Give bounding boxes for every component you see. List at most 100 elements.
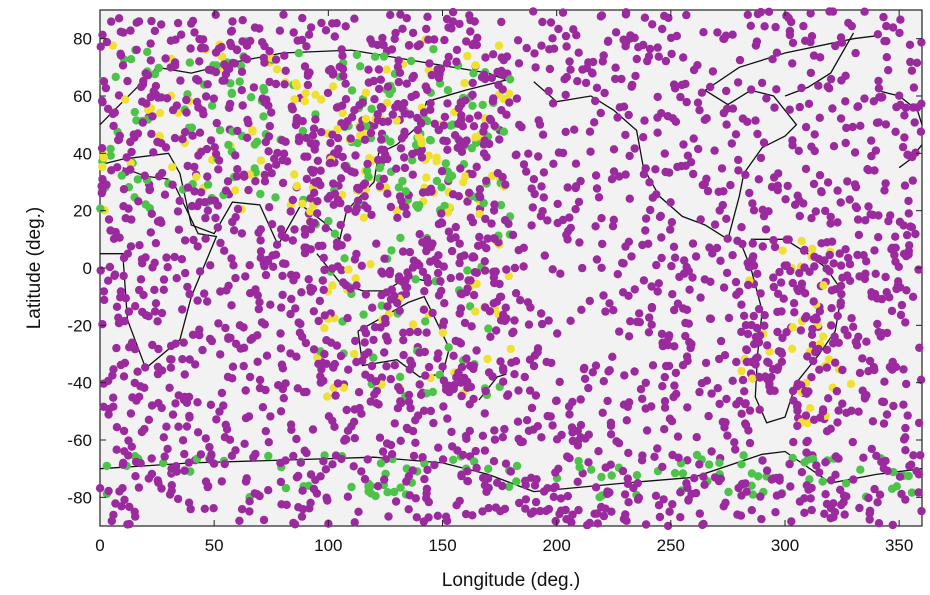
data-point	[132, 45, 141, 55]
data-point	[805, 267, 814, 276]
data-point	[104, 215, 114, 224]
data-point	[539, 168, 549, 177]
data-point	[366, 260, 375, 269]
data-point	[682, 97, 691, 107]
data-point	[527, 403, 537, 413]
data-point	[214, 156, 224, 165]
data-point	[621, 8, 631, 17]
data-point	[413, 125, 422, 135]
data-point	[778, 246, 787, 255]
data-point	[902, 286, 911, 295]
data-point	[483, 234, 492, 243]
data-point	[203, 80, 212, 89]
data-point	[718, 200, 727, 210]
data-point	[749, 206, 759, 215]
data-point	[302, 133, 311, 143]
data-point	[463, 284, 472, 293]
data-point	[457, 391, 466, 401]
data-point	[241, 272, 250, 281]
data-point	[328, 416, 337, 425]
data-point	[195, 267, 205, 276]
data-point	[670, 381, 679, 390]
data-point	[422, 235, 432, 245]
data-point	[352, 357, 361, 367]
data-point	[815, 413, 825, 422]
data-point	[706, 82, 715, 92]
data-point	[379, 174, 389, 184]
data-point	[528, 203, 537, 212]
data-point	[463, 467, 472, 476]
data-point	[200, 289, 209, 298]
data-point	[510, 263, 520, 273]
data-point	[206, 261, 215, 270]
data-point	[209, 504, 218, 513]
data-point	[361, 88, 371, 97]
data-point	[750, 339, 759, 349]
data-point	[693, 60, 702, 70]
data-point	[840, 510, 849, 519]
data-point	[824, 394, 833, 403]
data-point	[573, 77, 582, 86]
data-point	[909, 451, 918, 460]
data-point	[591, 96, 600, 106]
data-point	[707, 447, 716, 456]
data-point	[875, 490, 885, 499]
data-point	[501, 180, 510, 189]
data-point	[688, 239, 698, 248]
data-point	[178, 355, 187, 364]
data-point	[554, 24, 563, 34]
data-point	[722, 214, 731, 223]
data-point	[184, 498, 194, 507]
data-point	[584, 383, 593, 393]
data-point	[721, 418, 730, 427]
data-point	[456, 378, 466, 387]
data-point	[825, 250, 834, 260]
data-point	[879, 12, 888, 22]
data-point	[676, 513, 685, 522]
data-point	[836, 261, 846, 270]
data-point	[176, 76, 185, 85]
data-point	[771, 22, 780, 32]
data-point	[151, 239, 161, 248]
data-point	[217, 388, 227, 398]
data-point	[408, 170, 417, 179]
data-point	[787, 517, 796, 526]
data-point	[731, 445, 740, 454]
data-point	[510, 370, 519, 379]
data-point	[323, 88, 333, 98]
data-point	[696, 215, 705, 224]
data-point	[639, 170, 649, 179]
data-point	[611, 28, 621, 37]
data-point	[667, 49, 676, 59]
data-point	[497, 17, 506, 27]
data-point	[215, 126, 225, 135]
data-point	[120, 95, 130, 104]
data-point	[160, 190, 170, 199]
data-point	[537, 41, 546, 50]
data-point	[461, 509, 471, 519]
data-point	[364, 487, 373, 496]
data-point	[859, 453, 868, 462]
data-point	[508, 230, 518, 240]
data-point	[863, 165, 872, 174]
data-point	[141, 363, 150, 372]
data-point	[401, 187, 410, 196]
data-point	[308, 284, 318, 294]
data-point	[264, 438, 273, 447]
data-point	[633, 479, 642, 488]
data-point	[454, 104, 463, 113]
data-point	[797, 283, 806, 293]
data-point	[645, 313, 654, 322]
data-point	[360, 192, 369, 201]
data-point	[154, 63, 163, 73]
data-point	[901, 318, 910, 327]
data-point	[896, 310, 906, 320]
data-point	[504, 271, 513, 281]
data-point	[361, 329, 371, 338]
data-point	[912, 467, 921, 476]
data-point	[793, 191, 802, 200]
data-point	[297, 288, 306, 297]
data-point	[739, 311, 749, 320]
data-point	[188, 16, 198, 26]
data-point	[496, 357, 505, 366]
